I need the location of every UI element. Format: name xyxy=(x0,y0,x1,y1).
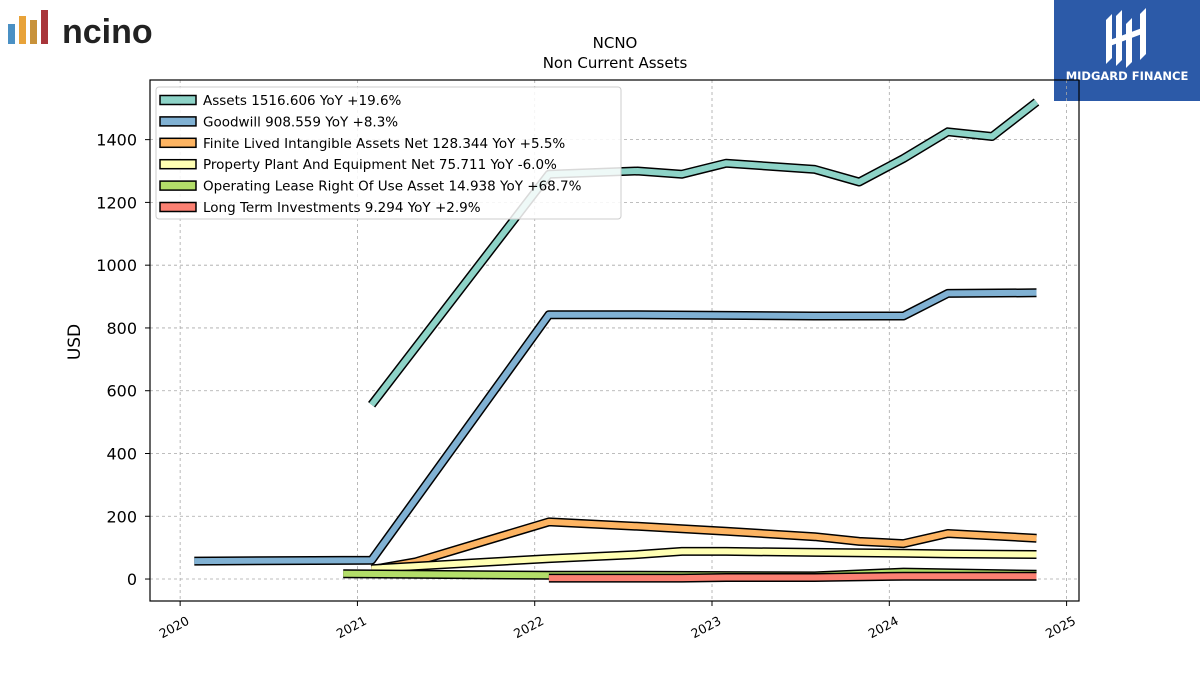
y-tick-label-0: 0 xyxy=(127,570,137,589)
series-line-1 xyxy=(194,289,1037,565)
y-tick-label-1400: 1400 xyxy=(96,131,137,150)
x-tick-label-2023: 2023 xyxy=(688,613,723,641)
legend-label-3: Property Plant And Equipment Net 75.711 … xyxy=(203,157,557,173)
ncino-logo-text: ncino xyxy=(62,13,153,48)
series-line-5 xyxy=(548,573,1037,582)
x-tick-label-2024: 2024 xyxy=(866,613,901,641)
legend-swatch-5 xyxy=(159,201,197,213)
series-line-3 xyxy=(371,548,1037,572)
series-1 xyxy=(194,288,1037,566)
y-tick-label-1000: 1000 xyxy=(96,256,137,275)
y-tick-label-600: 600 xyxy=(106,382,137,401)
chart-title: NCNO xyxy=(593,34,638,52)
legend-swatch-3 xyxy=(159,158,197,170)
series-5 xyxy=(548,571,1037,583)
y-axis-label: USD xyxy=(65,324,85,360)
legend-swatch-1 xyxy=(159,116,197,127)
legend-swatch-4 xyxy=(159,180,197,191)
y-tick-label-400: 400 xyxy=(106,444,137,463)
midgard-emblem-icon xyxy=(1106,8,1146,68)
logo-bar-1 xyxy=(8,24,15,44)
x-tick-label-2022: 2022 xyxy=(511,613,546,641)
midgard-finance-text: MIDGARD FINANCE xyxy=(1066,69,1189,83)
series-3 xyxy=(371,546,1037,574)
legend-label-1: Goodwill 908.559 YoY +8.3% xyxy=(203,114,398,130)
logo-bar-3 xyxy=(30,20,37,44)
y-tick-label-200: 200 xyxy=(106,507,137,526)
legend-label-4: Operating Lease Right Of Use Asset 14.93… xyxy=(203,179,582,195)
legend-label-5: Long Term Investments 9.294 YoY +2.9% xyxy=(203,200,481,216)
x-tick-label-2021: 2021 xyxy=(334,613,369,641)
x-tick-label-2020: 2020 xyxy=(156,613,191,641)
midgard-finance-logo: MIDGARD FINANCE xyxy=(1054,0,1200,101)
chart-subtitle: Non Current Assets xyxy=(543,54,688,72)
y-tick-label-800: 800 xyxy=(106,319,137,338)
legend: Assets 1516.606 YoY +19.6% Goodwill 908.5… xyxy=(155,86,622,220)
legend-swatch-2 xyxy=(159,137,197,149)
legend-box xyxy=(155,86,622,220)
legend-label-0: Assets 1516.606 YoY +19.6% xyxy=(203,93,402,109)
legend-swatch-0 xyxy=(159,94,197,106)
legend-label-2: Finite Lived Intangible Assets Net 128.3… xyxy=(203,136,565,152)
plot-frame xyxy=(149,79,1080,602)
y-tick-label-1200: 1200 xyxy=(96,193,137,212)
series-2 xyxy=(370,517,1037,575)
logo-bar-2 xyxy=(19,16,26,44)
series-line-2 xyxy=(371,518,1037,573)
logo-bar-4 xyxy=(41,10,48,44)
ncino-logo: ncino xyxy=(6,4,166,51)
x-tick-label-2025: 2025 xyxy=(1043,613,1078,641)
